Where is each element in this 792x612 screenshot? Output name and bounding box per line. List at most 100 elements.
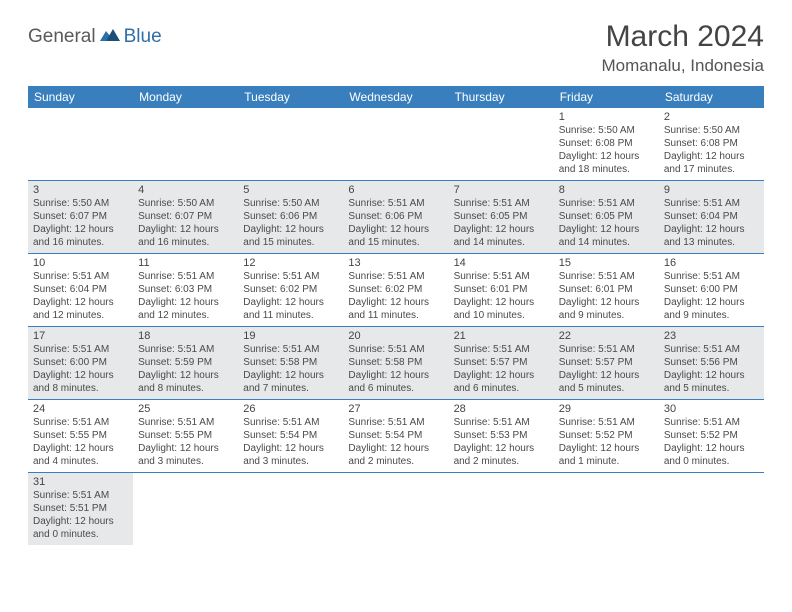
weekday-header: Wednesday [343,86,448,108]
calendar-day: 2Sunrise: 5:50 AMSunset: 6:08 PMDaylight… [659,108,764,181]
day-number: 22 [559,330,654,342]
weekday-header: Saturday [659,86,764,108]
flag-icon [100,27,120,48]
day-number: 11 [138,257,233,269]
day-info: Sunrise: 5:51 AMSunset: 6:04 PMDaylight:… [664,197,759,249]
calendar-day-empty [238,108,343,181]
calendar-week: 24Sunrise: 5:51 AMSunset: 5:55 PMDayligh… [28,400,764,473]
day-info: Sunrise: 5:50 AMSunset: 6:07 PMDaylight:… [138,197,233,249]
day-info: Sunrise: 5:51 AMSunset: 6:06 PMDaylight:… [348,197,443,249]
day-info: Sunrise: 5:51 AMSunset: 6:00 PMDaylight:… [664,270,759,322]
calendar-day: 23Sunrise: 5:51 AMSunset: 5:56 PMDayligh… [659,327,764,400]
day-number: 31 [33,476,128,488]
day-info: Sunrise: 5:51 AMSunset: 6:01 PMDaylight:… [454,270,549,322]
title-block: March 2024 Momanalu, Indonesia [601,20,764,76]
day-number: 16 [664,257,759,269]
calendar-week: 17Sunrise: 5:51 AMSunset: 6:00 PMDayligh… [28,327,764,400]
day-number: 3 [33,184,128,196]
calendar-week: 3Sunrise: 5:50 AMSunset: 6:07 PMDaylight… [28,181,764,254]
day-number: 4 [138,184,233,196]
day-info: Sunrise: 5:50 AMSunset: 6:06 PMDaylight:… [243,197,338,249]
day-number: 15 [559,257,654,269]
day-number: 13 [348,257,443,269]
logo-text-blue: Blue [124,26,162,48]
day-number: 29 [559,403,654,415]
calendar-day-empty [28,108,133,181]
day-number: 7 [454,184,549,196]
calendar-day-empty [343,473,448,546]
day-number: 12 [243,257,338,269]
day-number: 10 [33,257,128,269]
day-info: Sunrise: 5:51 AMSunset: 5:58 PMDaylight:… [348,343,443,395]
calendar-day: 19Sunrise: 5:51 AMSunset: 5:58 PMDayligh… [238,327,343,400]
header: General Blue March 2024 Momanalu, Indone… [28,20,764,76]
calendar-week: 1Sunrise: 5:50 AMSunset: 6:08 PMDaylight… [28,108,764,181]
calendar-day: 28Sunrise: 5:51 AMSunset: 5:53 PMDayligh… [449,400,554,473]
day-info: Sunrise: 5:50 AMSunset: 6:07 PMDaylight:… [33,197,128,249]
day-info: Sunrise: 5:51 AMSunset: 5:57 PMDaylight:… [454,343,549,395]
day-info: Sunrise: 5:50 AMSunset: 6:08 PMDaylight:… [664,124,759,176]
day-number: 18 [138,330,233,342]
calendar-day: 11Sunrise: 5:51 AMSunset: 6:03 PMDayligh… [133,254,238,327]
day-info: Sunrise: 5:51 AMSunset: 5:59 PMDaylight:… [138,343,233,395]
month-title: March 2024 [601,20,764,54]
day-info: Sunrise: 5:51 AMSunset: 6:05 PMDaylight:… [454,197,549,249]
calendar-day: 24Sunrise: 5:51 AMSunset: 5:55 PMDayligh… [28,400,133,473]
calendar-day: 20Sunrise: 5:51 AMSunset: 5:58 PMDayligh… [343,327,448,400]
day-number: 23 [664,330,759,342]
day-info: Sunrise: 5:51 AMSunset: 6:04 PMDaylight:… [33,270,128,322]
day-info: Sunrise: 5:51 AMSunset: 6:01 PMDaylight:… [559,270,654,322]
weekday-header: Tuesday [238,86,343,108]
day-info: Sunrise: 5:51 AMSunset: 6:02 PMDaylight:… [243,270,338,322]
calendar-day: 10Sunrise: 5:51 AMSunset: 6:04 PMDayligh… [28,254,133,327]
day-number: 6 [348,184,443,196]
day-info: Sunrise: 5:51 AMSunset: 5:54 PMDaylight:… [243,416,338,468]
day-info: Sunrise: 5:51 AMSunset: 5:58 PMDaylight:… [243,343,338,395]
day-info: Sunrise: 5:51 AMSunset: 5:56 PMDaylight:… [664,343,759,395]
day-info: Sunrise: 5:51 AMSunset: 6:00 PMDaylight:… [33,343,128,395]
calendar-day: 5Sunrise: 5:50 AMSunset: 6:06 PMDaylight… [238,181,343,254]
calendar-day: 18Sunrise: 5:51 AMSunset: 5:59 PMDayligh… [133,327,238,400]
day-info: Sunrise: 5:51 AMSunset: 6:05 PMDaylight:… [559,197,654,249]
calendar-day-empty [343,108,448,181]
day-number: 30 [664,403,759,415]
calendar-day: 12Sunrise: 5:51 AMSunset: 6:02 PMDayligh… [238,254,343,327]
location: Momanalu, Indonesia [601,56,764,76]
day-info: Sunrise: 5:51 AMSunset: 5:52 PMDaylight:… [664,416,759,468]
weekday-header: Friday [554,86,659,108]
calendar-week: 31Sunrise: 5:51 AMSunset: 5:51 PMDayligh… [28,473,764,546]
calendar-day: 21Sunrise: 5:51 AMSunset: 5:57 PMDayligh… [449,327,554,400]
calendar-day-empty [133,108,238,181]
day-info: Sunrise: 5:51 AMSunset: 6:02 PMDaylight:… [348,270,443,322]
day-number: 1 [559,111,654,123]
day-number: 17 [33,330,128,342]
day-info: Sunrise: 5:51 AMSunset: 5:54 PMDaylight:… [348,416,443,468]
day-info: Sunrise: 5:51 AMSunset: 5:55 PMDaylight:… [33,416,128,468]
day-number: 21 [454,330,549,342]
day-number: 8 [559,184,654,196]
calendar-day: 29Sunrise: 5:51 AMSunset: 5:52 PMDayligh… [554,400,659,473]
weekday-header: Thursday [449,86,554,108]
day-number: 2 [664,111,759,123]
calendar-day-empty [449,108,554,181]
calendar-day-empty [659,473,764,546]
calendar-day-empty [449,473,554,546]
calendar-body: 1Sunrise: 5:50 AMSunset: 6:08 PMDaylight… [28,108,764,545]
day-info: Sunrise: 5:51 AMSunset: 5:55 PMDaylight:… [138,416,233,468]
calendar-day: 7Sunrise: 5:51 AMSunset: 6:05 PMDaylight… [449,181,554,254]
calendar-day: 16Sunrise: 5:51 AMSunset: 6:00 PMDayligh… [659,254,764,327]
weekday-header: Sunday [28,86,133,108]
day-number: 28 [454,403,549,415]
calendar-week: 10Sunrise: 5:51 AMSunset: 6:04 PMDayligh… [28,254,764,327]
day-info: Sunrise: 5:50 AMSunset: 6:08 PMDaylight:… [559,124,654,176]
calendar-day: 17Sunrise: 5:51 AMSunset: 6:00 PMDayligh… [28,327,133,400]
calendar-table: SundayMondayTuesdayWednesdayThursdayFrid… [28,86,764,545]
calendar-day: 8Sunrise: 5:51 AMSunset: 6:05 PMDaylight… [554,181,659,254]
day-number: 27 [348,403,443,415]
logo-text-general: General [28,26,96,48]
calendar-day: 31Sunrise: 5:51 AMSunset: 5:51 PMDayligh… [28,473,133,546]
calendar-day-empty [133,473,238,546]
calendar-day: 9Sunrise: 5:51 AMSunset: 6:04 PMDaylight… [659,181,764,254]
day-number: 25 [138,403,233,415]
calendar-day: 25Sunrise: 5:51 AMSunset: 5:55 PMDayligh… [133,400,238,473]
